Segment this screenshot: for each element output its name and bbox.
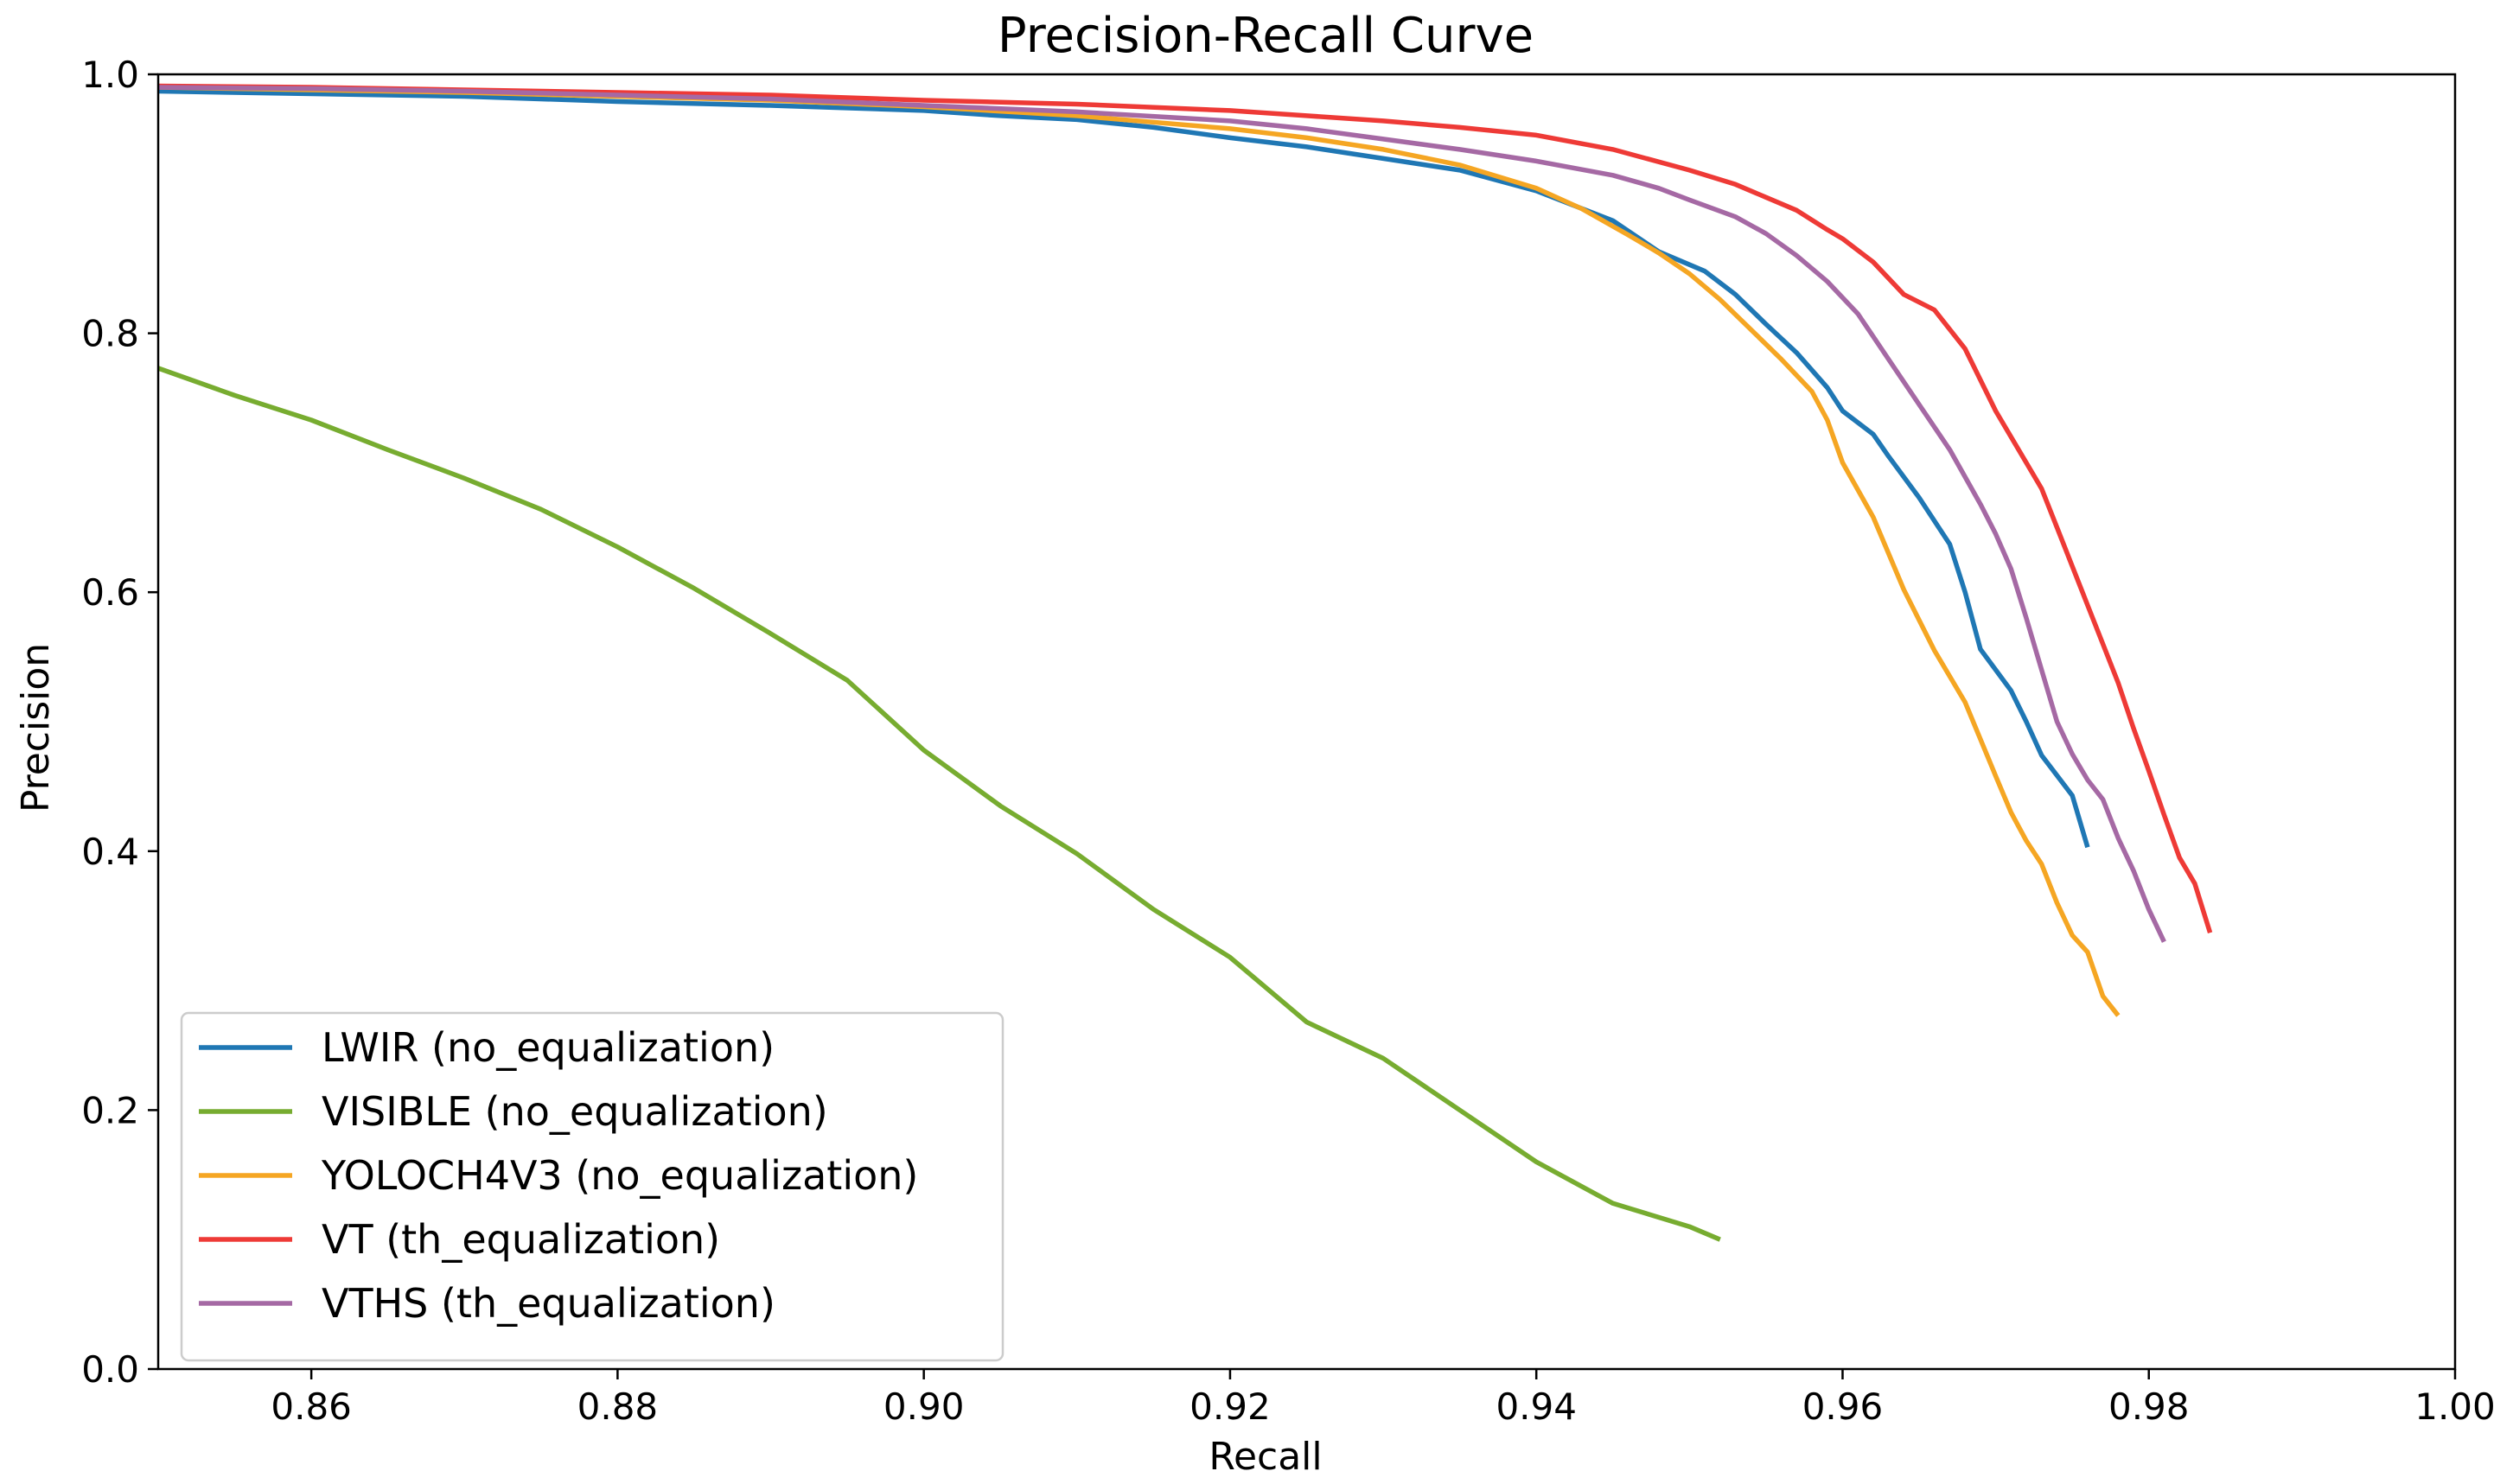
- series-layer: [157, 83, 2213, 1242]
- legend-label: VISIBLE (no_equalization): [322, 1088, 828, 1135]
- x-tick-label: 0.90: [883, 1385, 965, 1428]
- y-tick-label: 0.6: [81, 571, 139, 614]
- legend: LWIR (no_equalization) VISIBLE (no_equali…: [180, 1011, 1005, 1362]
- x-tick-label: 0.96: [1802, 1385, 1884, 1428]
- legend-label: YOLOCH4V3 (no_equalization): [321, 1152, 918, 1199]
- series-line-2: [157, 85, 2121, 1017]
- legend-label: LWIR (no_equalization): [322, 1024, 775, 1071]
- x-axis: 0.86 0.88 0.90 0.92 0.94 0.96 0.98 1.00: [271, 1369, 2496, 1428]
- series-line-4: [157, 85, 2166, 943]
- y-axis: 0.0 0.2 0.4 0.6 0.8 1.0: [81, 54, 158, 1391]
- series-line-1: [157, 366, 1721, 1242]
- y-tick-label: 1.0: [81, 54, 139, 96]
- series-line-3: [157, 83, 2213, 934]
- plot-frame: [156, 73, 2457, 1371]
- x-tick-label: 0.94: [1496, 1385, 1577, 1428]
- y-tick-label: 0.8: [81, 313, 139, 355]
- legend-box: [180, 1011, 1005, 1362]
- chart-title: Precision-Recall Curve: [998, 8, 1534, 64]
- y-tick-label: 0.0: [81, 1348, 139, 1391]
- y-axis-label: Precision: [14, 643, 58, 812]
- x-tick-label: 1.00: [2414, 1385, 2496, 1428]
- y-tick-label: 0.4: [81, 831, 139, 873]
- legend-label: VTHS (th_equalization): [322, 1280, 775, 1327]
- legend-label: VT (th_equalization): [322, 1216, 720, 1263]
- y-tick-label: 0.2: [81, 1089, 139, 1131]
- x-tick-label: 0.92: [1190, 1385, 1271, 1428]
- x-axis-label: Recall: [1209, 1435, 1322, 1479]
- x-tick-label: 0.98: [2108, 1385, 2190, 1428]
- x-tick-label: 0.88: [577, 1385, 659, 1428]
- series-line-0: [157, 88, 2090, 849]
- x-tick-label: 0.86: [271, 1385, 352, 1428]
